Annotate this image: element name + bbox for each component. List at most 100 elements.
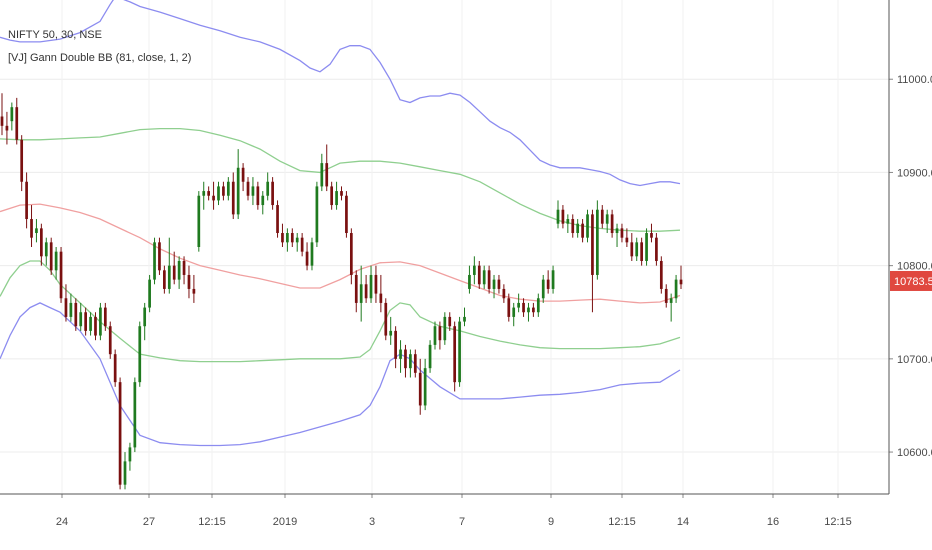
candle-body [507,298,511,317]
candle-body [207,191,211,196]
last-price-label: 10783.55 [894,276,932,288]
candle-body [345,195,348,234]
candle-body [532,307,535,313]
candle-body [581,223,584,238]
last-price-badge [890,270,932,291]
candle-body [477,265,481,285]
candle-body [536,298,540,313]
indicator-legend[interactable]: [VJ] Gann Double BB (81, close, 1, 2) [8,52,191,64]
candle-body [433,326,437,345]
candle-body [659,260,663,289]
candle-body [610,214,614,234]
candle-body [94,316,97,336]
candle-body [640,242,643,261]
candle-body [325,163,329,187]
candle-body [620,228,624,238]
candle-body [650,233,653,238]
price-tick-label: 11000.00 [897,74,932,86]
candle-body [349,233,353,275]
candle-body [202,191,206,196]
candle-body [512,307,516,317]
candle-body [546,279,550,289]
candle-body [153,242,156,280]
candle-body [54,251,58,271]
candle-body [241,167,245,182]
candle-body [418,372,422,406]
candle-body [541,279,545,299]
candle-body [10,107,14,122]
candle-body [472,265,476,275]
candle-body [133,382,137,448]
candle-body [128,447,132,462]
candle-body [158,242,161,271]
symbol-title[interactable]: NIFTY 50, 30, NSE [8,29,102,41]
candle-body [64,298,68,317]
candle-body [217,186,220,201]
candle-body [399,349,402,359]
candle-body [300,237,304,252]
time-tick-label: 7 [459,516,465,528]
candle-body [394,330,397,359]
candle-body [256,186,260,206]
time-axis[interactable]: 24 27 12:15 2019 3 7 9 12:15 14 16 12:15 [0,493,889,528]
candle-body [635,242,639,257]
candle-body [118,382,122,485]
candle-body [389,330,393,336]
candle-body [290,233,294,243]
candle-body [99,307,102,336]
candle-body [438,326,442,341]
price-tick-label: 10700.00 [897,354,932,366]
price-tick-label: 10600.00 [897,447,932,459]
band-line-upper-outer [0,0,681,187]
candle-body [482,270,486,285]
candle-body [359,284,363,303]
candle-body [35,228,38,234]
candle-body [522,302,525,313]
candle-body [586,214,589,238]
candle-body [15,107,19,140]
candle-body [315,186,319,243]
candle-body [163,270,166,289]
candle-body [645,233,648,261]
candle-body [261,195,265,206]
candle-body [335,191,338,206]
candle-body [212,195,215,201]
candle-body [197,195,201,247]
candle-body [143,307,147,327]
candle-body [192,288,196,294]
candle-body [310,242,314,266]
candle-body [222,186,225,196]
plot-area [0,0,889,494]
candle-body [404,349,407,369]
candle-body [566,219,570,224]
time-tick-label: 2019 [273,516,297,528]
candle-body [182,260,186,275]
candle-body [49,242,53,271]
candle-body [251,186,255,196]
candle-body [674,279,678,299]
band-line-lower-outer [0,302,681,447]
candle-body [384,302,388,336]
candle-body [167,265,171,289]
time-tick-label: 3 [369,516,375,528]
candle-body [600,209,604,224]
candle-body [0,116,4,126]
candle-body [517,302,520,308]
candle-body [527,307,530,313]
candle-body [458,321,461,383]
candle-body [492,279,496,289]
price-axis[interactable]: 11000.00 10900.00 10800.00 10700.00 10600.00 [888,0,932,494]
candle-body [463,316,466,322]
candle-body [172,265,176,280]
candle-body [236,167,240,215]
time-tick-label: 12:15 [608,516,636,528]
candle-body [340,191,343,196]
candle-body [453,326,457,383]
candle-body [226,181,230,196]
time-tick-label: 14 [677,516,689,528]
grid [0,0,889,494]
band-line-lower-inner [0,260,681,363]
time-tick-label: 27 [143,516,155,528]
candle-body [281,233,284,243]
